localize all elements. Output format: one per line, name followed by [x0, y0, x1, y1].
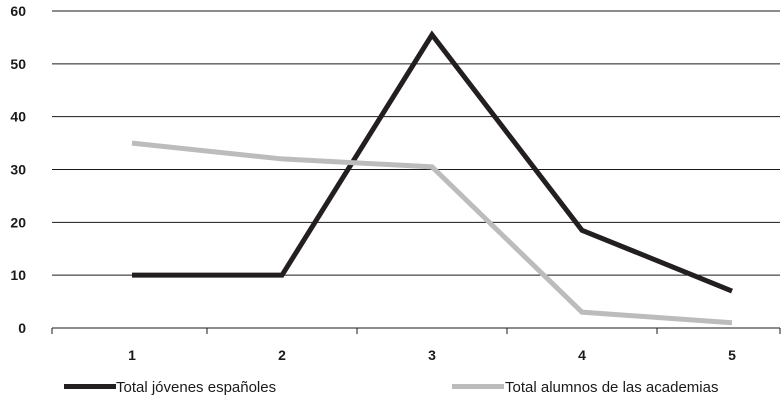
x-tick-label-1: 1 [128, 347, 136, 363]
y-tick-label-40: 40 [10, 109, 26, 125]
series-line-1 [131, 140, 733, 326]
y-tick-label-20: 20 [10, 214, 26, 230]
legend: Total jóvenes españoles Total alumnos de… [64, 379, 718, 396]
x-tick-label-3: 3 [428, 347, 436, 363]
legend-label-total-jovenes: Total jóvenes españoles [116, 379, 276, 396]
legend-swatch-total-jovenes [64, 384, 116, 389]
x-tick-label-2: 2 [278, 347, 286, 363]
x-tick-label-4: 4 [578, 347, 586, 363]
y-tick-label-60: 60 [10, 3, 26, 19]
y-tick-label-50: 50 [10, 56, 26, 72]
y-axis-ticks: 0 10 20 30 40 50 60 [10, 3, 26, 336]
legend-swatch-total-alumnos [452, 384, 504, 389]
series-lines [131, 30, 733, 326]
y-tick-label-30: 30 [10, 162, 26, 178]
legend-label-total-alumnos: Total alumnos de las academias [505, 379, 718, 396]
series-line-0 [132, 30, 733, 294]
gridlines [52, 10, 780, 276]
y-tick-label-0: 0 [18, 320, 26, 336]
x-tick-label-5: 5 [728, 347, 736, 363]
y-tick-label-10: 10 [10, 267, 26, 283]
x-axis [51, 327, 781, 334]
x-axis-ticks: 1 2 3 4 5 [128, 347, 736, 363]
